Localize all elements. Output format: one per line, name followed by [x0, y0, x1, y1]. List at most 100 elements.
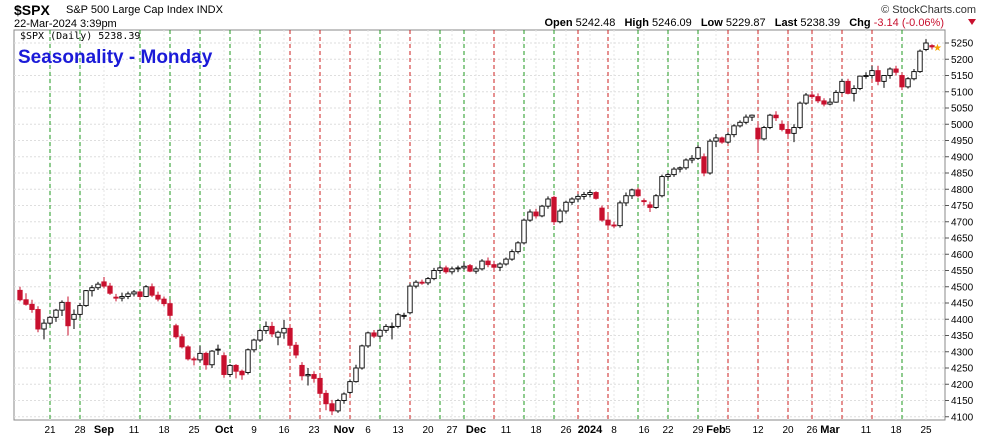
ticker-symbol: $SPX [14, 2, 50, 18]
x-tick-label: Dec [466, 424, 486, 436]
x-tick-label: 8 [611, 425, 617, 436]
candle [221, 352, 227, 378]
candle-body [419, 281, 425, 284]
candle-body [821, 100, 827, 105]
candle [923, 39, 929, 52]
candle [359, 344, 365, 370]
y-tick-label: 4600 [951, 250, 974, 261]
candle-body [677, 167, 683, 170]
candle-body [713, 137, 719, 142]
x-tick-label: 29 [692, 425, 704, 436]
candle-body [275, 331, 281, 338]
candle-body [647, 204, 653, 208]
candle [551, 195, 557, 225]
candle [179, 333, 185, 349]
candle-body [761, 127, 767, 140]
candle-body [179, 336, 185, 348]
candle [629, 188, 635, 199]
candle-body [557, 210, 563, 223]
quote-datetime: 22-Mar-2024 3:39pm [14, 18, 117, 30]
candle-body [215, 348, 221, 351]
candle-body [311, 374, 317, 379]
candle-body [425, 278, 431, 284]
candle [539, 204, 545, 218]
candle-body [773, 114, 779, 119]
candle-body [233, 364, 239, 372]
candle [761, 125, 767, 141]
candle [347, 379, 353, 394]
candle [215, 344, 221, 355]
candle [791, 124, 797, 143]
candle-body [623, 195, 629, 204]
x-tick-label: 22 [662, 425, 674, 436]
candle [335, 398, 341, 413]
candle [749, 114, 755, 121]
candle-body [359, 345, 365, 369]
candle-body [881, 75, 887, 82]
y-tick-label: 4500 [951, 282, 974, 293]
chart-title: Seasonality - Monday [18, 47, 213, 68]
candle [281, 319, 287, 339]
candle [101, 277, 107, 289]
candle-body [581, 193, 587, 197]
candle-body [809, 94, 815, 98]
candle [311, 371, 317, 383]
candle [707, 138, 713, 175]
open-value: 5242.48 [575, 17, 616, 29]
candle-body [533, 211, 539, 217]
candle [413, 280, 419, 289]
x-tick-label: 11 [501, 425, 512, 436]
candle-body [479, 260, 485, 270]
candle-body [473, 268, 479, 272]
candle [485, 257, 491, 268]
chart-legend: $SPX (Daily) 5238.39 [20, 31, 140, 42]
candle [383, 324, 389, 333]
candle [527, 209, 533, 222]
candle [833, 90, 839, 103]
x-tick-label: 28 [74, 425, 86, 436]
candle-body [545, 198, 551, 207]
candle-body [407, 285, 413, 314]
x-tick-label: 27 [446, 425, 458, 436]
candle-body [605, 219, 611, 226]
candle [617, 200, 623, 228]
y-tick-label: 5050 [951, 104, 974, 115]
candle-body [113, 296, 119, 299]
candle-body [89, 287, 95, 292]
candle-body [755, 127, 761, 140]
candle [89, 285, 95, 297]
candle-body [653, 195, 659, 208]
candle [803, 93, 809, 105]
y-tick-label: 4900 [951, 152, 974, 163]
candle-body [71, 313, 77, 320]
candle-body [731, 125, 737, 136]
candle-body [305, 374, 311, 377]
candle [635, 187, 641, 198]
candle-body [893, 68, 899, 73]
candle-body [839, 80, 845, 93]
chg-value: -3.14 (-0.06%) [873, 17, 944, 29]
candle [647, 201, 653, 212]
x-tick-label: 25 [920, 425, 932, 436]
candle-body [107, 285, 113, 294]
candle [671, 167, 677, 177]
candle [155, 291, 161, 302]
candle-body [857, 75, 863, 89]
x-tick-label: 13 [392, 425, 404, 436]
brand-logo[interactable]: © StockCharts.com [881, 4, 976, 16]
candle-body [497, 263, 503, 268]
candle [263, 321, 269, 334]
candle [587, 189, 593, 198]
candle-body [641, 200, 647, 203]
candle-body [161, 298, 167, 305]
candle-body [569, 198, 575, 203]
candle [167, 299, 173, 320]
candle-body [413, 281, 419, 287]
y-tick-label: 4300 [951, 347, 974, 358]
candle [725, 132, 731, 144]
x-tick-label: 20 [782, 425, 794, 436]
y-tick-label: 4850 [951, 169, 974, 180]
last-price-marker: ★ [933, 43, 942, 54]
y-tick-label: 5000 [951, 120, 974, 131]
candle [185, 345, 191, 361]
